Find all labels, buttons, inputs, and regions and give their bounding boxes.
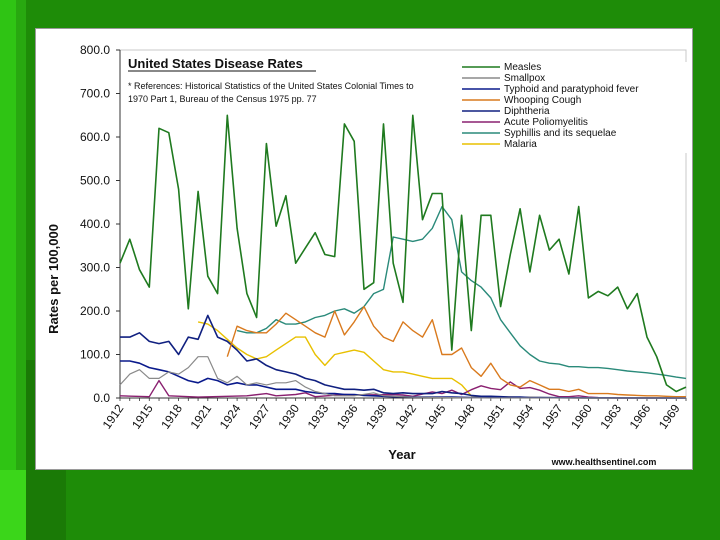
- y-tick-label: 200.0: [80, 304, 110, 318]
- series-line-smallpox: [119, 356, 686, 399]
- x-tick-label: 1966: [627, 401, 654, 431]
- x-tick-label: 1933: [305, 401, 332, 431]
- source-credit: www.healthsentinel.com: [551, 457, 657, 467]
- series-line-syphillis-and-its-sequelae: [236, 205, 687, 380]
- x-tick-label: 1957: [539, 401, 566, 431]
- x-tick-label: 1942: [392, 401, 419, 431]
- y-tick-label: 300.0: [80, 261, 110, 275]
- x-tick-label: 1939: [363, 401, 390, 431]
- series-line-whooping-cough: [226, 305, 686, 398]
- x-tick-label: 1936: [334, 401, 361, 431]
- chart-subtitle-line-1: * References: Historical Statistics of t…: [128, 81, 414, 91]
- y-tick-label: 0.0: [93, 391, 110, 405]
- legend-label-syphillis-and-its-sequelae: Syphillis and its sequelae: [504, 128, 617, 139]
- x-tick-label: 1948: [451, 401, 478, 431]
- x-tick-label: 1918: [158, 401, 185, 431]
- legend-box: [458, 62, 689, 153]
- x-tick-label: 1963: [597, 401, 624, 431]
- series-line-diphtheria: [120, 314, 686, 399]
- decor-stripe-bright: [0, 470, 26, 540]
- x-tick-label: 1915: [129, 401, 156, 431]
- x-tick-label: 1960: [568, 401, 595, 431]
- x-tick-label: 1930: [275, 401, 302, 431]
- legend-label-malaria: Malaria: [504, 139, 537, 150]
- legend-label-whooping-cough: Whooping Cough: [504, 95, 581, 106]
- x-tick-label: 1912: [100, 401, 127, 431]
- x-tick-label: 1921: [188, 401, 215, 431]
- x-tick-label: 1969: [656, 401, 683, 431]
- series-line-malaria: [197, 321, 686, 399]
- legend-label-measles: Measles: [504, 62, 541, 73]
- chart-frame: 0.0 100.0 200.0 300.0 400.0 500.0 600.0 700.0 80…: [35, 28, 693, 470]
- chart-title: United States Disease Rates: [128, 56, 303, 71]
- series-lines: [119, 114, 687, 399]
- chart-labels: United States Disease Rates * References…: [46, 56, 656, 467]
- y-tick-label: 400.0: [80, 217, 110, 231]
- y-tick-label: 800.0: [80, 43, 110, 57]
- x-tick-label: 1951: [480, 401, 507, 431]
- y-tick-label: 600.0: [80, 130, 110, 144]
- y-tick-label: 700.0: [80, 87, 110, 101]
- chart-subtitle-line-2: 1970 Part 1, Bureau of the Census 1975 p…: [128, 94, 317, 104]
- y-axis-title: Rates per 100,000: [46, 224, 61, 334]
- x-tick-label: 1954: [510, 401, 537, 431]
- x-tick-label: 1945: [422, 401, 449, 431]
- series-line-acute-poliomyelitis: [119, 379, 686, 399]
- legend-label-smallpox: Smallpox: [504, 73, 545, 84]
- x-axis-title: Year: [388, 447, 415, 462]
- disease-rates-chart: 0.0 100.0 200.0 300.0 400.0 500.0 600.0 700.0 80…: [46, 43, 689, 467]
- series-line-measles: [119, 114, 687, 393]
- x-tick-label: 1927: [246, 401, 273, 431]
- legend-label-diphtheria: Diphtheria: [504, 106, 550, 117]
- legend-label-typhoid-and-paratyphoid-fever: Typhoid and paratyphoid fever: [504, 84, 639, 95]
- x-tick-label: 1924: [217, 401, 244, 431]
- y-tick-label: 500.0: [80, 174, 110, 188]
- decor-stripe-light: [0, 0, 16, 540]
- decor-stripe-mid: [16, 0, 26, 540]
- y-tick-label: 100.0: [80, 348, 110, 362]
- legend-label-acute-poliomyelitis: Acute Poliomyelitis: [504, 117, 588, 128]
